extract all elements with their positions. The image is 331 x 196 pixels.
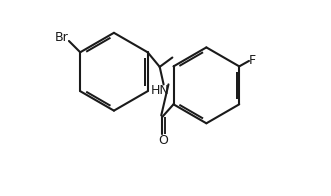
Text: F: F	[249, 54, 256, 67]
Text: HN: HN	[150, 84, 169, 97]
Text: O: O	[159, 134, 168, 147]
Text: Br: Br	[55, 31, 69, 44]
